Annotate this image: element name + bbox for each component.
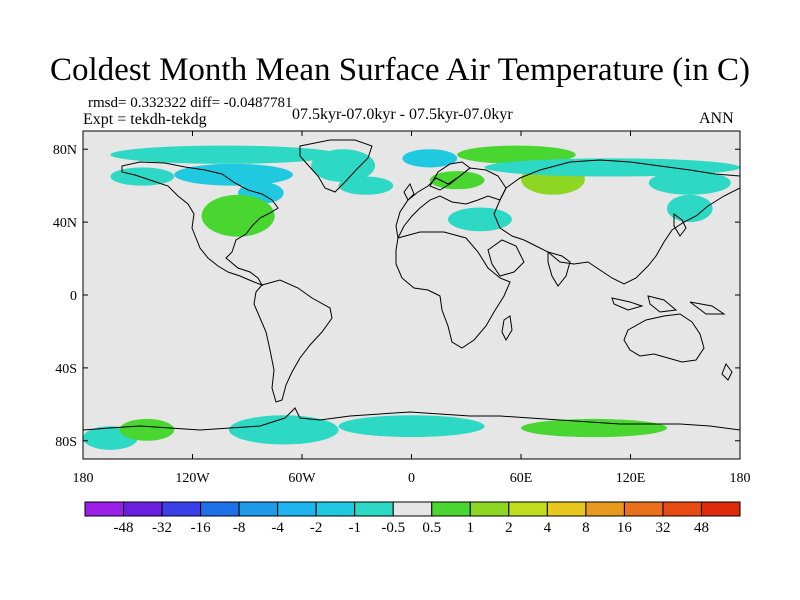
colorbar-swatch-11 — [508, 501, 548, 517]
colorbar-label-2: -16 — [191, 520, 211, 536]
scandinavia-coast — [429, 161, 471, 191]
anomaly-region-arctic-siberia — [457, 145, 576, 164]
madagascar-coast — [501, 315, 513, 342]
colorbar-swatch-0 — [84, 501, 125, 517]
x-tick-label-5: 120E — [616, 471, 646, 486]
x-tick-label-3: 0 — [408, 471, 415, 486]
y-tick-label-1: 40N — [53, 216, 77, 231]
colorbar-label-6: -1 — [348, 520, 361, 536]
arabia-india-coast — [487, 239, 571, 287]
colorbar-label-15: 48 — [694, 520, 709, 536]
colorbar-label-1: -32 — [152, 520, 172, 536]
europe-coast — [395, 167, 507, 240]
anomaly-region-barents-sea — [402, 149, 458, 168]
colorbar-swatch-2 — [161, 501, 202, 517]
colorbar-label-5: -2 — [310, 520, 323, 536]
anomaly-region-arctic-ocean-north-america — [110, 145, 339, 164]
colorbar-label-0: -48 — [114, 520, 134, 536]
africa-coast — [395, 231, 511, 349]
anomaly-region-canadian-archipelago — [174, 163, 293, 186]
anomaly-region-scandinavia — [429, 171, 485, 190]
x-tick-label-2: 60W — [288, 471, 316, 486]
experiment-label: Expt = tekdh-tekdg — [83, 111, 207, 128]
y-tick-label-4: 80S — [55, 435, 77, 450]
anomaly-region-antarctica-atlantic — [338, 415, 485, 438]
colorbar-swatch-14 — [623, 501, 664, 517]
anomaly-region-east-siberia — [648, 171, 731, 195]
anomaly-region-antarctica-west — [229, 415, 339, 445]
anomaly-region-north-atlantic — [338, 176, 394, 195]
colorbar-swatch-8 — [392, 501, 433, 517]
australia-coast — [623, 313, 705, 363]
x-tick-label-4: 60E — [510, 471, 533, 486]
colorbar: -48 -32 -16 -8 -4 -2 -1 -0.5 0.5 1 2 4 8 16 32 48 — [84, 501, 741, 536]
map-axes: 180 120W 60W 0 60E 120E 180 80N 40N 0 40S 80S — [53, 131, 751, 486]
anomaly-region-antarctica-pacific — [119, 418, 175, 441]
new-zealand-coast — [721, 362, 733, 381]
colorbar-swatch-16 — [700, 501, 741, 517]
rmsd-diff-label: rmsd= 0.332322 diff= -0.0487781 — [88, 95, 293, 111]
colorbar-swatch-9 — [431, 501, 471, 517]
anomaly-region-antarctica-east — [521, 418, 667, 438]
colorbar-swatch-1 — [123, 501, 163, 517]
colorbar-label-12: 8 — [582, 520, 590, 536]
colorbar-swatch-6 — [315, 501, 356, 517]
colorbar-label-9: 1 — [467, 520, 475, 536]
greenland-coast — [299, 139, 373, 193]
north-america-coast — [121, 161, 279, 286]
colorbar-swatch-3 — [200, 501, 240, 517]
anomaly-region-east-asia — [667, 194, 713, 223]
colorbar-swatch-7 — [354, 501, 394, 517]
anomaly-region-caspian-region — [448, 207, 512, 232]
colorbar-label-8: 0.5 — [422, 520, 441, 536]
anomaly-region-alaska — [110, 167, 175, 186]
colorbar-swatch-10 — [469, 501, 510, 517]
chart-title: Coldest Month Mean Surface Air Temperatu… — [50, 52, 750, 88]
colorbar-label-3: -8 — [233, 520, 246, 536]
y-tick-label-3: 40S — [55, 362, 77, 377]
x-tick-label-6: 180 — [730, 471, 751, 486]
south-america-coast — [253, 279, 333, 403]
period-label: 07.5kyr-07.0kyr - 07.5kyr-07.0kyr — [292, 106, 513, 123]
colorbar-swatch-15 — [662, 501, 702, 517]
map-background — [83, 131, 740, 459]
y-tick-label-0: 80N — [53, 143, 77, 158]
colorbar-swatch-12 — [546, 501, 587, 517]
x-tick-label-0: 180 — [73, 471, 94, 486]
colorbar-label-13: 16 — [617, 520, 633, 536]
antarctica-coast — [83, 407, 740, 431]
indonesia-coast — [611, 295, 726, 315]
colorbar-label-4: -4 — [271, 520, 284, 536]
x-tick-label-1: 120W — [175, 471, 210, 486]
colorbar-label-14: 32 — [655, 520, 670, 536]
britain-coast — [403, 182, 415, 201]
coastlines — [83, 139, 740, 431]
asia-coast — [493, 159, 740, 285]
anomaly-region-north-america-interior — [201, 194, 275, 237]
colorbar-label-10: 2 — [505, 520, 513, 536]
japan-coast — [673, 213, 687, 237]
colorbar-label-11: 4 — [544, 520, 552, 536]
colorbar-swatch-4 — [238, 501, 279, 517]
colorbar-swatch-13 — [585, 501, 625, 517]
anomaly-regions — [83, 145, 740, 450]
colorbar-swatch-5 — [277, 501, 317, 517]
y-tick-label-2: 0 — [70, 289, 77, 304]
season-label: ANN — [699, 110, 734, 127]
anomaly-region-greenland — [311, 149, 375, 183]
colorbar-label-7: -0.5 — [381, 520, 405, 536]
